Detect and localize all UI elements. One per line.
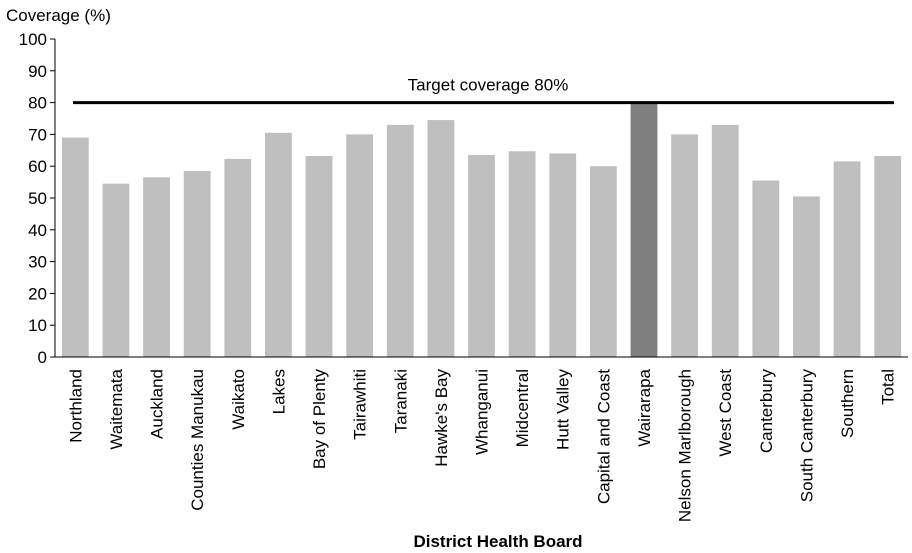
x-tick-label: Midcentral: [513, 369, 532, 447]
bar: [793, 196, 820, 357]
x-tick-label: Tairawhiti: [351, 369, 370, 440]
bar: [671, 134, 698, 357]
bar: [468, 155, 495, 357]
y-axis-title: Coverage (%): [6, 6, 111, 25]
bar: [508, 151, 536, 357]
y-tick-label: 100: [19, 30, 47, 49]
bar: [346, 134, 374, 357]
x-tick-label: Bay of Plenty: [310, 369, 329, 470]
bar: [549, 153, 577, 357]
x-tick-label: Auckland: [148, 369, 167, 439]
x-tick-label: Lakes: [269, 369, 288, 414]
y-tick-label: 10: [28, 316, 47, 335]
y-tick-label: 70: [28, 125, 47, 144]
x-tick-label: Hutt Valley: [554, 369, 573, 450]
bars: [61, 102, 902, 357]
y-tick-label: 0: [38, 348, 47, 367]
x-tick-label: Counties Manukau: [188, 369, 207, 511]
y-tick-label: 60: [28, 157, 47, 176]
x-tick-label: Whanganui: [473, 369, 492, 455]
bar: [427, 120, 455, 357]
x-axis-title: District Health Board: [413, 532, 582, 551]
x-axis-tick-labels: Northland Waitemata Auckland Counties Manuk…: [66, 368, 897, 522]
x-tick-label: Northland: [66, 369, 85, 443]
x-tick-label: Taranaki: [391, 369, 410, 433]
bar: [833, 161, 861, 357]
y-axis-ticks: 0 10 20 30 40 50 60 70 80 90 100: [19, 30, 55, 367]
bar: [183, 170, 211, 357]
x-tick-label: Waikato: [229, 369, 248, 430]
x-tick-label: West Coast: [716, 369, 735, 457]
x-tick-label: South Canterbury: [797, 369, 816, 503]
bar: [630, 102, 658, 357]
target-label: Target coverage 80%: [408, 76, 569, 95]
x-tick-label: Wairarapa: [635, 368, 654, 446]
x-tick-label: Southern: [838, 369, 857, 438]
bar: [752, 180, 780, 357]
y-tick-label: 30: [28, 253, 47, 272]
x-tick-label: Waitemata: [107, 368, 126, 449]
y-tick-label: 80: [28, 94, 47, 113]
x-tick-label: Total: [879, 369, 898, 405]
y-tick-label: 90: [28, 62, 47, 81]
bar: [265, 132, 292, 357]
x-tick-label: Nelson Marlborough: [676, 369, 695, 522]
bar: [711, 124, 739, 357]
y-tick-label: 40: [28, 221, 47, 240]
x-tick-label: Hawke's Bay: [432, 369, 451, 467]
x-tick-label: Capital and Coast: [594, 369, 613, 504]
bar: [224, 158, 252, 357]
bar: [61, 137, 89, 357]
y-tick-label: 50: [28, 189, 47, 208]
bar: [589, 166, 617, 357]
bar: [305, 156, 333, 357]
y-tick-label: 20: [28, 284, 47, 303]
bar: [874, 156, 902, 357]
x-tick-label: Canterbury: [757, 369, 776, 454]
bar: [143, 177, 170, 357]
bar: [386, 124, 414, 357]
bar: [102, 183, 130, 357]
